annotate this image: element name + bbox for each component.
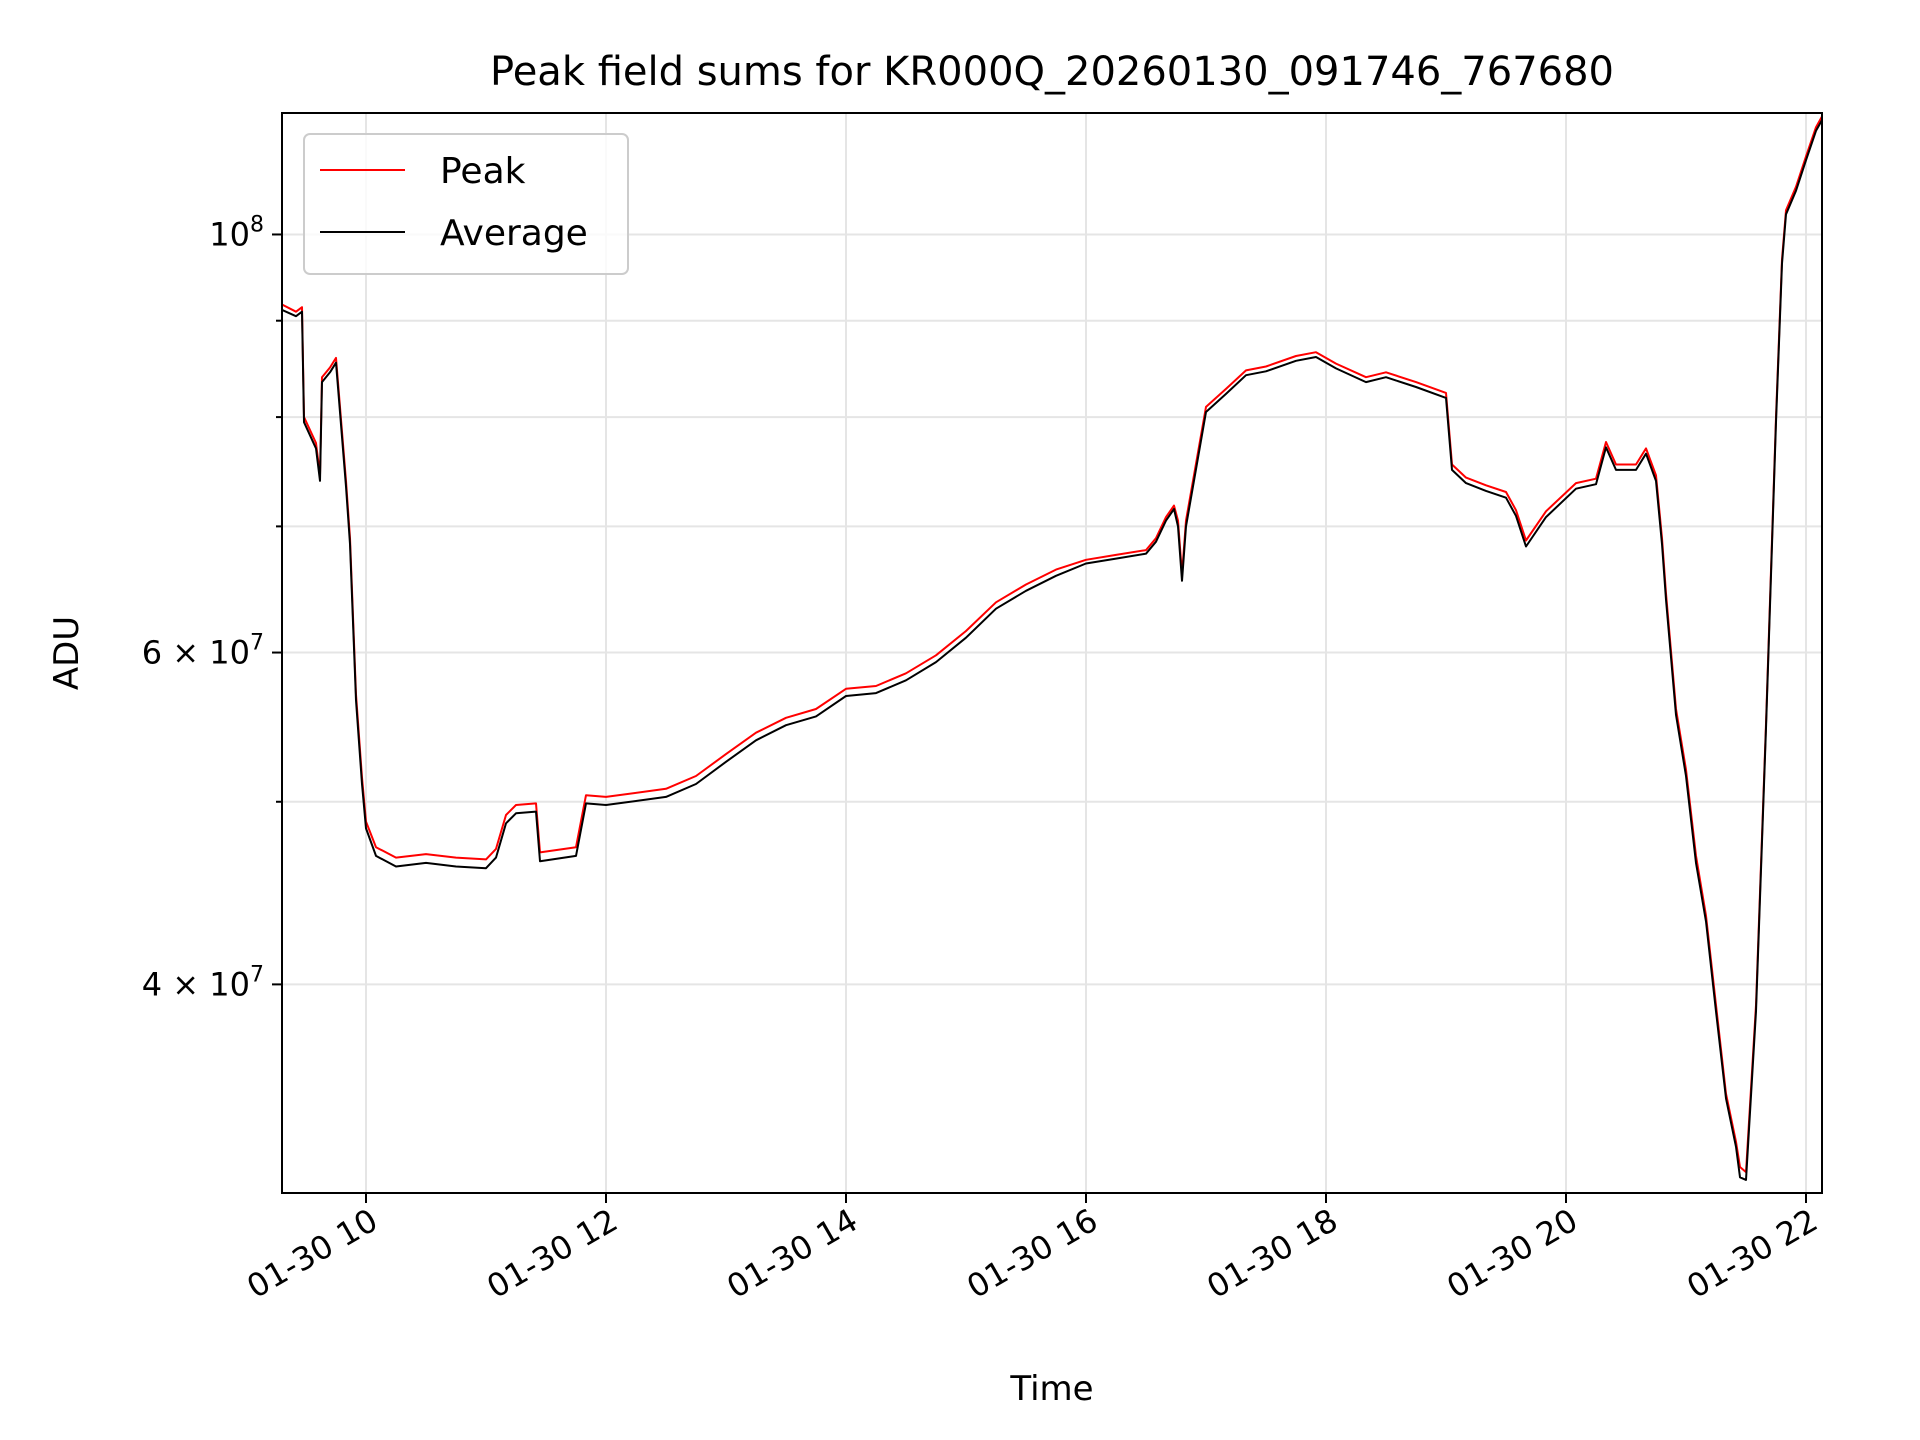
series-line-average — [282, 119, 1822, 1181]
series-layer — [282, 116, 1822, 1181]
grid-layer — [282, 113, 1822, 1193]
y-tick-label: 108 — [209, 212, 264, 253]
legend-average-label: Average — [440, 213, 588, 254]
y-axis-label: ADU — [47, 616, 87, 690]
y-tick-label: 6 × 107 — [142, 631, 264, 672]
legend-peak-label: Peak — [440, 151, 526, 192]
x-axis-label: Time — [1009, 1369, 1093, 1409]
y-tick-label: 4 × 107 — [142, 962, 264, 1003]
legend: Peak Average — [303, 133, 629, 275]
chart-title: Peak field sums for KR000Q_20260130_0917… — [490, 49, 1614, 95]
